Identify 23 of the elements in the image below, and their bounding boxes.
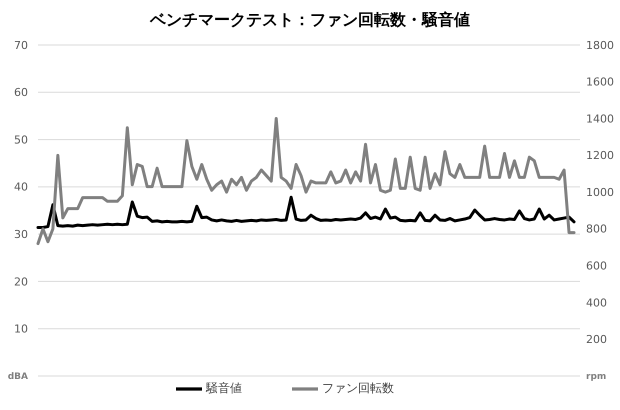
y2-tick-label: 1000 bbox=[586, 186, 614, 199]
legend-label: ファン回転数 bbox=[322, 381, 394, 396]
line-series bbox=[36, 117, 576, 246]
y2-tick-label: 600 bbox=[586, 260, 607, 273]
y-tick-label: 70 bbox=[14, 38, 28, 52]
y2-tick-label: rpm bbox=[586, 372, 606, 382]
y-tick-label: dBA bbox=[8, 372, 28, 382]
y2-tick-label: 800 bbox=[586, 222, 607, 236]
y2-tick-label: 400 bbox=[586, 296, 607, 310]
y-tick-label: 50 bbox=[14, 133, 28, 146]
y-tick-label: 60 bbox=[14, 86, 28, 100]
y2-tick-label: 1600 bbox=[586, 76, 614, 89]
y2-tick-label: 200 bbox=[586, 333, 607, 346]
y-tick-label: 40 bbox=[14, 180, 28, 194]
legend-label: 騒音値 bbox=[206, 381, 242, 396]
y-tick-label: 10 bbox=[14, 322, 28, 336]
y-tick-label: 20 bbox=[14, 275, 28, 288]
line-series bbox=[36, 196, 576, 230]
y2-tick-label: 1800 bbox=[586, 38, 614, 52]
y2-tick-label: 1200 bbox=[586, 149, 614, 162]
y2-tick-label: 1400 bbox=[586, 112, 614, 126]
y-tick-label: 30 bbox=[14, 228, 28, 241]
chart-title: ベンチマークテスト：ファン回転数・騒音値 bbox=[148, 10, 471, 31]
